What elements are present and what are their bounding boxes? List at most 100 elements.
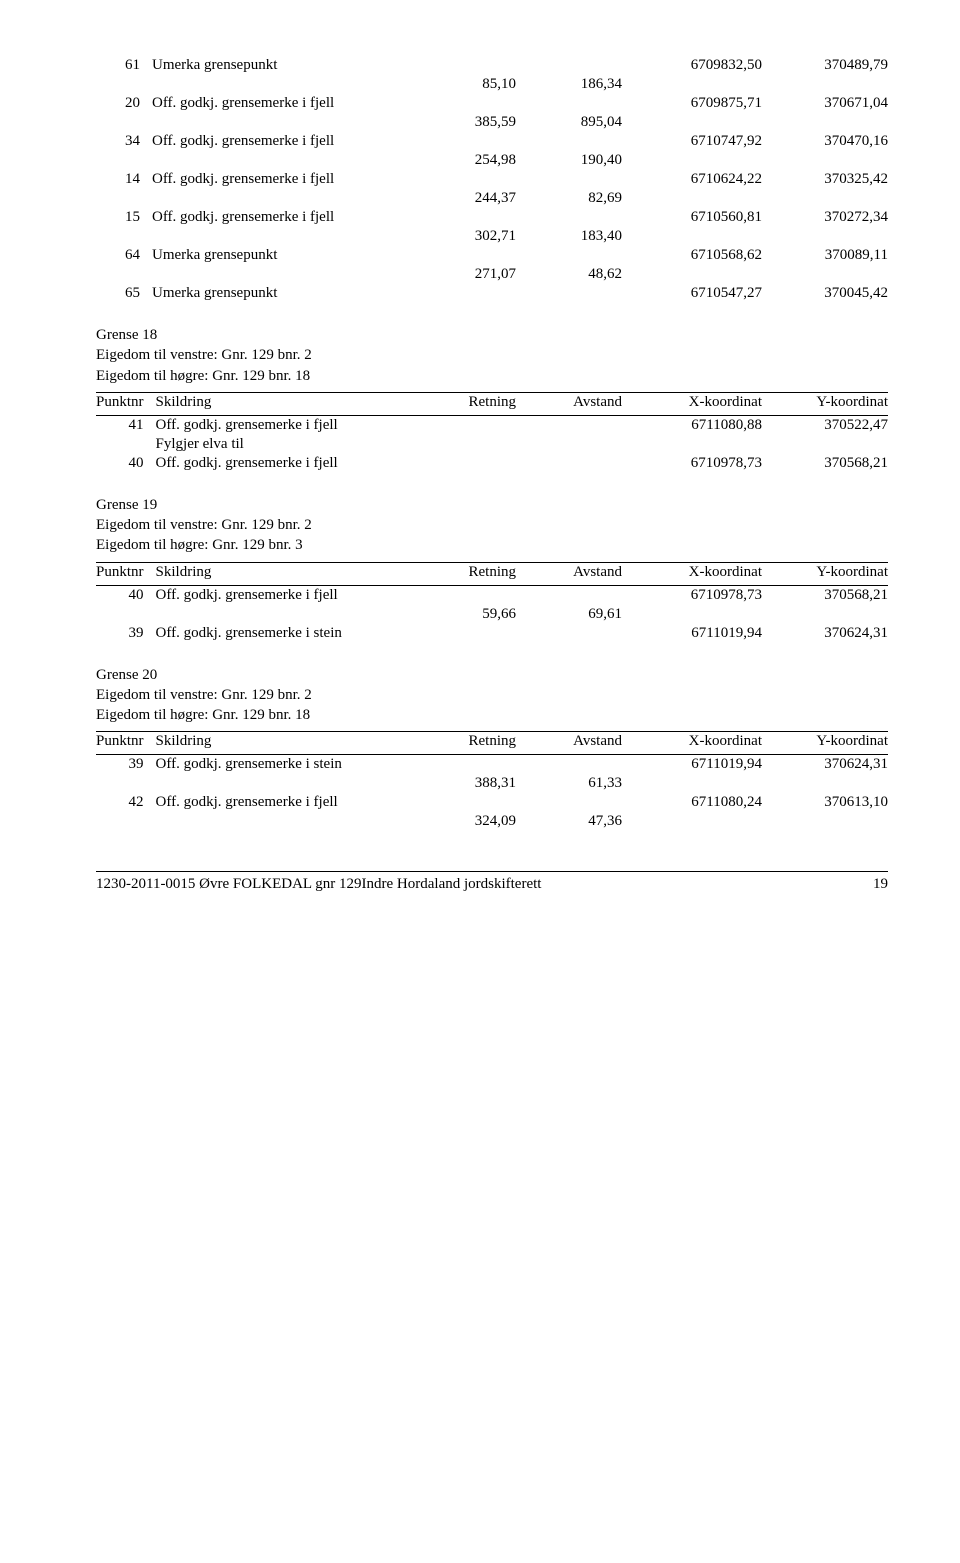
cell [426,208,532,227]
cell [778,227,888,246]
cell: 47,36 [532,812,642,831]
cell: 48,62 [532,265,642,284]
points-table-grense19: Punktnr Skildring Retning Avstand X-koor… [96,562,888,643]
cell [426,415,532,435]
cell [532,454,642,473]
cell: Off. godkj. grensemerke i stein [156,624,426,643]
table-row: 40Off. godkj. grensemerke i fjell 6710978… [96,585,888,605]
cell [96,189,152,208]
cell: 388,31 [426,774,532,793]
cell [778,774,888,793]
cell: Off. godkj. grensemerke i fjell [156,585,426,605]
cell: Off. godkj. grensemerke i fjell [152,132,426,151]
points-table-grense18: Punktnr Skildring Retning Avstand X-koor… [96,392,888,473]
cell [96,774,156,793]
cell: Off. godkj. grensemerke i fjell [152,94,426,113]
table-row: 244,3782,69 [96,189,888,208]
cell [532,435,642,454]
cell [778,189,888,208]
grense18-hogre: Eigedom til høgre: Gnr. 129 bnr. 18 [96,366,888,386]
cell [532,170,642,189]
cell: Off. godkj. grensemerke i fjell [156,793,426,812]
cell [96,151,152,170]
cell [426,793,532,812]
cell [778,151,888,170]
table-row: 85,10186,34 [96,75,888,94]
grense18-venstre: Eigedom til venstre: Gnr. 129 bnr. 2 [96,345,888,365]
col-punktnr: Punktnr [96,392,156,415]
cell [426,132,532,151]
cell [642,605,778,624]
cell: 302,71 [426,227,532,246]
cell: 370272,34 [778,208,888,227]
cell [532,284,642,303]
points-table-block1: 61Umerka grensepunkt6709832,50370489,798… [96,56,888,303]
cell: 6710747,92 [642,132,778,151]
grense19-hogre: Eigedom til høgre: Gnr. 129 bnr. 3 [96,535,888,555]
cell: 14 [96,170,152,189]
col-x: X-koordinat [642,392,778,415]
cell: 6710978,73 [642,585,778,605]
cell: 324,09 [426,812,532,831]
cell: 370089,11 [778,246,888,265]
cell: 42 [96,793,156,812]
cell: 370671,04 [778,94,888,113]
cell [96,75,152,94]
cell [532,208,642,227]
grense20-section: Grense 20 Eigedom til venstre: Gnr. 129 … [96,665,888,726]
cell: 190,40 [532,151,642,170]
table-row: 39Off. godkj. grensemerke i stein6711019… [96,624,888,643]
table-row: 40Off. godkj. grensemerke i fjell 6710978… [96,454,888,473]
cell: 40 [96,454,156,473]
cell [426,585,532,605]
cell: 370470,16 [778,132,888,151]
col-avstand: Avstand [532,392,642,415]
table-row: 385,59895,04 [96,113,888,132]
cell: 370568,21 [778,585,888,605]
cell: 6709832,50 [642,56,778,75]
table-row: 64Umerka grensepunkt6710568,62370089,11 [96,246,888,265]
cell [532,94,642,113]
cell [778,605,888,624]
table-row: 39Off. godkj. grensemerke i stein6711019… [96,755,888,775]
cell: 59,66 [426,605,532,624]
cell [778,812,888,831]
table-row: 14Off. godkj. grensemerke i fjell6710624… [96,170,888,189]
cell: 6711019,94 [642,755,778,775]
cell: 370489,79 [778,56,888,75]
cell [96,265,152,284]
cell: 6710978,73 [642,454,778,473]
cell [96,435,156,454]
grense18-title: Grense 18 [96,325,888,345]
cell: 6710547,27 [642,284,778,303]
cell: 6710560,81 [642,208,778,227]
points-table-grense20: Punktnr Skildring Retning Avstand X-koor… [96,731,888,831]
table-row: 302,71183,40 [96,227,888,246]
cell: 370045,42 [778,284,888,303]
cell: 40 [96,585,156,605]
cell: Off. godkj. grensemerke i fjell [156,454,426,473]
cell [778,75,888,94]
col-skildring: Skildring [156,392,426,415]
cell [532,246,642,265]
cell: 183,40 [532,227,642,246]
cell [532,624,642,643]
grense19-section: Grense 19 Eigedom til venstre: Gnr. 129 … [96,495,888,556]
cell [642,189,778,208]
cell [426,94,532,113]
cell [426,56,532,75]
cell [532,755,642,775]
table-row: 65Umerka grensepunkt6710547,27370045,42 [96,284,888,303]
table-row: 42Off. godkj. grensemerke i fjell6711080… [96,793,888,812]
cell: 6711019,94 [642,624,778,643]
cell: 61,33 [532,774,642,793]
cell: 15 [96,208,152,227]
cell: 82,69 [532,189,642,208]
cell [156,812,426,831]
cell [96,605,156,624]
grense20-venstre: Eigedom til venstre: Gnr. 129 bnr. 2 [96,685,888,705]
cell: 254,98 [426,151,532,170]
cell: 370624,31 [778,755,888,775]
cell: 34 [96,132,152,151]
cell: Umerka grensepunkt [152,56,426,75]
